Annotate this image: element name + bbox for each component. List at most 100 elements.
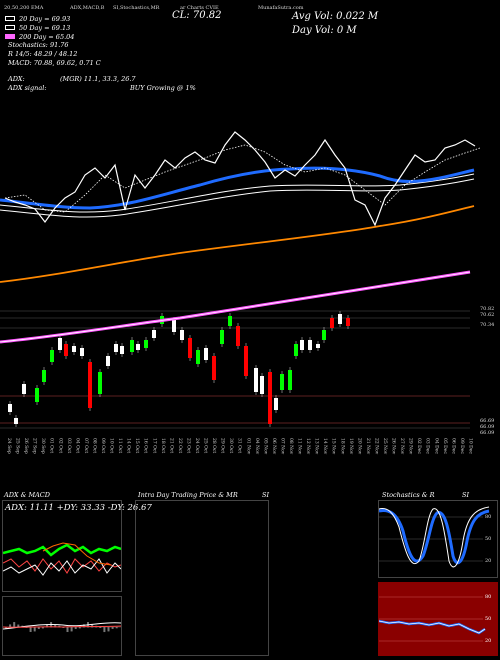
stoch-level-20: 20 [485,558,492,564]
r-readout: R 14/5: 48.29 / 48.12 [8,50,78,58]
macd-histogram-bar [99,627,102,629]
price-candle [114,344,118,352]
white-ema-lower [0,178,475,218]
price-candle [188,338,192,358]
price-candle [72,346,76,352]
x-axis-labels: 24 Sep 25 Sep 26 Sep 27 Sep 30 Sep 01 Oct 02 O… [6,438,473,455]
avg-volume-label: Avg Vol: 0.022 M [292,11,379,22]
macd-histogram-bar [46,624,48,628]
price-candle [254,368,258,392]
x-axis-tick-label: 27 Nov [399,438,405,455]
legend-swatch-icon [5,34,15,39]
macd-panel[interactable] [2,596,122,656]
x-axis-tick-label: 30 Oct [228,438,234,453]
x-axis-tick-label: 29 Nov [408,438,414,455]
macd-histogram-bar [74,627,77,629]
price-candle [244,346,248,376]
macd-histogram-bar [115,627,118,629]
price-candle [120,346,124,354]
legend-label: 50 Day = 69.13 [19,23,71,32]
stoch-si-label: SI [462,491,470,499]
main-price-chart[interactable]: 24 Sep 25 Sep 26 Sep 27 Sep 30 Sep 01 Oct 02 O… [0,0,500,500]
price-candle [274,398,278,410]
macd-histogram-bar [111,627,114,629]
orange-ema-line [0,205,475,283]
stoch-panel-title: Stochastics & R [382,491,435,499]
price-candle [228,316,232,326]
x-axis-tick-label: 15 Nov [331,438,337,455]
x-axis-tick-label: 30 Sep [40,438,46,454]
buy-readout: BUY Growing @ 1% [130,84,196,92]
macd-histogram-bar [37,627,40,630]
x-axis-tick-label: 12 Nov [305,438,311,455]
header-label-4: MunafaSutra.com [258,5,304,11]
price-candle [220,330,224,344]
x-axis-tick-label: 25 Sep [15,438,21,454]
x-axis-tick-label: 03 Oct [66,438,72,453]
legend-item-200: 200 Day = 65.04 [5,32,74,41]
price-close-line [4,131,476,227]
price-candle [50,350,54,362]
si-panel[interactable]: 80 50 20 [378,582,498,656]
x-axis-tick-label: 09 Dec [459,438,465,454]
x-axis-tick-label: 06 Dec [450,438,456,454]
macd-histogram-bar [54,624,57,628]
x-axis-tick-label: 11 Oct [117,438,123,453]
ema-200-band-inner [0,271,471,343]
adx-signal-readout: ADX signal: [8,84,47,92]
ema-legend: 20 Day = 69.93 50 Day = 69.13 200 Day = … [5,14,74,41]
day-volume-label: Day Vol: 0 M [292,25,357,36]
x-axis-tick-label: 24 Sep [6,438,12,454]
price-candle [280,374,284,390]
x-axis-tick-label: 10 Dec [467,438,473,454]
x-axis-tick-label: 10 Oct [109,438,115,453]
x-axis-tick-label: 17 Oct [151,438,157,453]
legend-label: 20 Day = 69.93 [19,14,71,23]
price-candle [98,372,102,394]
stochastics-readout: Stochastics: 91.76 [8,41,69,49]
si-chart [379,596,486,642]
x-axis-tick-label: 22 Nov [373,438,379,455]
x-axis-tick-label: 18 Nov [339,438,345,455]
close-price-label: CL: 70.82 [172,10,222,21]
si-level-20: 20 [485,638,492,644]
intra-si-label: SI [262,491,270,499]
ema-200-band-line [0,270,471,344]
x-axis-tick-label: 25 Oct [203,438,209,453]
legend-swatch-icon [5,25,15,30]
macd-histogram-bar [66,627,69,633]
stochastics-panel[interactable]: 80 50 20 [378,500,498,578]
adx-panel[interactable]: ADX: 11.11 +DY: 33.33 -DY: 26.67 [2,500,152,592]
mgr-readout: (MGR) 11.1, 33.3, 26.7 [60,75,136,83]
macd-histogram-bar [103,627,106,633]
stochastics-chart [379,506,490,568]
x-axis-tick-label: 31 Oct [237,438,243,453]
x-axis-tick-label: 11 Nov [297,438,303,455]
macd-histogram-bar [82,624,85,628]
macd-histogram-bar [9,624,12,628]
price-candle [294,344,298,356]
price-tag-low3: 66.09 [480,430,495,436]
macd-readout: MACD: 70.88, 69.62, 0.71 C [8,59,101,67]
intra-day-panel[interactable] [135,500,269,656]
x-axis-tick-label: 07 Oct [83,438,89,453]
price-candle [346,318,350,326]
x-axis-tick-label: 15 Oct [134,438,140,453]
legend-label: 200 Day = 65.04 [19,32,75,41]
macd-histogram-bar [107,627,110,632]
price-candle [204,348,208,360]
si-level-80: 80 [485,594,492,600]
price-candle [316,344,320,348]
price-candle [8,404,12,412]
legend-swatch-icon [5,16,15,21]
x-axis-tick-label: 06 Nov [271,438,277,455]
stoch-level-50: 50 [485,536,492,542]
price-candle [260,376,264,394]
price-tag-3: 70.34 [480,322,495,328]
x-axis-tick-label: 05 Nov [262,438,268,455]
x-axis-tick-label: 04 Nov [254,438,260,455]
x-axis-tick-label: 02 Dec [416,438,422,454]
price-candle [308,340,312,350]
x-axis-tick-label: 14 Oct [126,438,132,453]
white-ema-upper [0,173,475,213]
